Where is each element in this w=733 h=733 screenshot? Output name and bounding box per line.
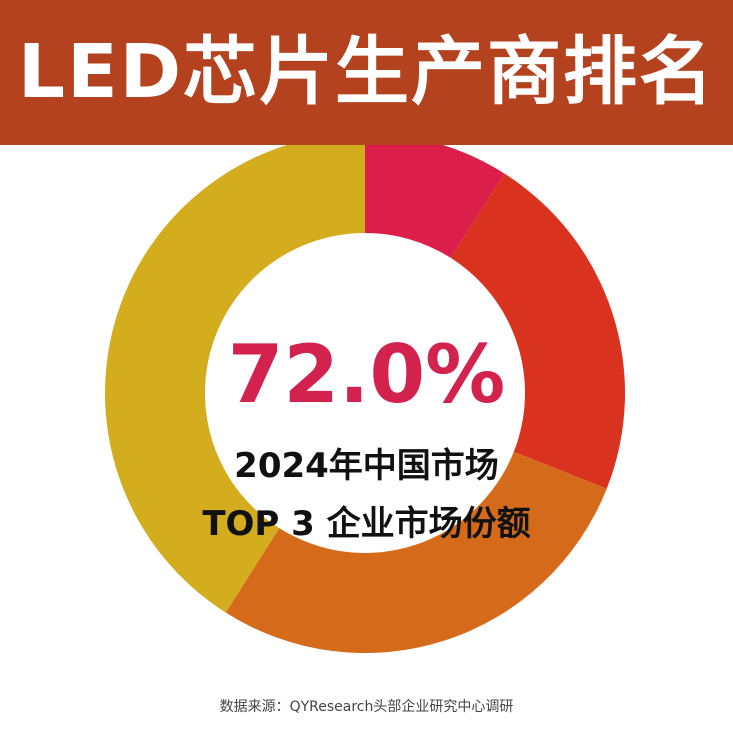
page-title: LED芯片生产商排名 bbox=[17, 29, 716, 115]
donut-chart bbox=[105, 145, 625, 653]
center-label-line1: 2024年中国市场 bbox=[234, 446, 499, 486]
title-banner bbox=[0, 0, 733, 145]
donut-slice-3 bbox=[225, 451, 607, 653]
center-value: 72.0% bbox=[227, 328, 506, 421]
donut-slice-1 bbox=[365, 145, 505, 258]
center-label-line2: TOP 3 企业市场份额 bbox=[202, 504, 531, 544]
source-note: 数据来源：QYResearch头部企业研究中心调研 bbox=[219, 699, 514, 715]
donut-slice-4 bbox=[105, 145, 365, 613]
donut-slice-2 bbox=[450, 173, 625, 489]
